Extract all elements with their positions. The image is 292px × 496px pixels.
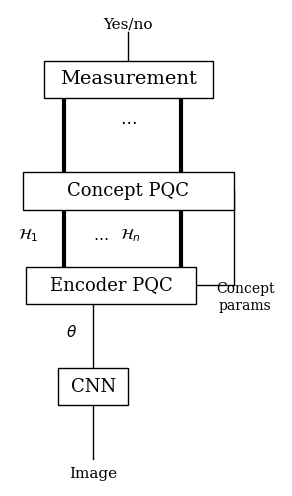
Text: $\mathcal{H}_n$: $\mathcal{H}_n$ bbox=[119, 228, 140, 245]
Text: $\ldots$: $\ldots$ bbox=[93, 229, 108, 243]
Text: Image: Image bbox=[69, 467, 117, 481]
Text: $\mathcal{H}_1$: $\mathcal{H}_1$ bbox=[18, 228, 39, 245]
FancyBboxPatch shape bbox=[58, 368, 128, 406]
Text: Encoder PQC: Encoder PQC bbox=[50, 276, 172, 294]
Text: CNN: CNN bbox=[71, 378, 116, 396]
Text: Concept PQC: Concept PQC bbox=[67, 182, 190, 200]
FancyBboxPatch shape bbox=[26, 267, 196, 304]
Text: $\theta$: $\theta$ bbox=[66, 324, 77, 340]
Text: Concept
params: Concept params bbox=[216, 283, 274, 312]
Text: $\cdots$: $\cdots$ bbox=[120, 113, 137, 130]
FancyBboxPatch shape bbox=[23, 173, 234, 209]
FancyBboxPatch shape bbox=[44, 61, 213, 98]
Text: Measurement: Measurement bbox=[60, 70, 197, 88]
Text: Yes/no: Yes/no bbox=[104, 17, 153, 31]
